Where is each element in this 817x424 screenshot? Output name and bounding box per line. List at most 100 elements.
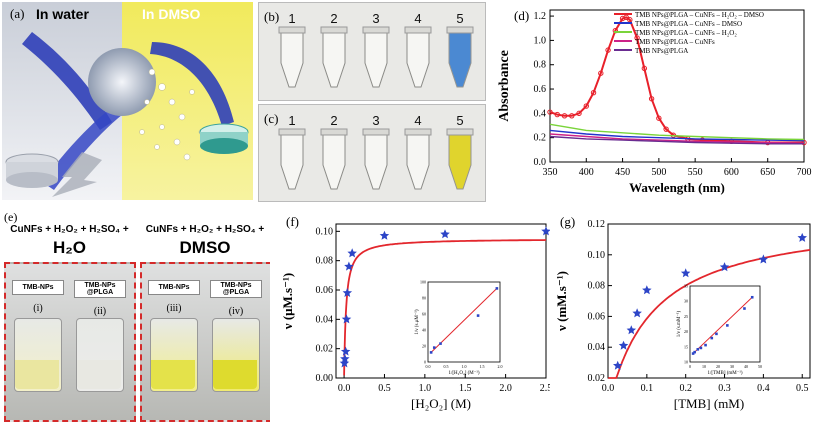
x-tick-label: 600 bbox=[724, 167, 739, 178]
panel-c-photo: 1 2 3 4 5 (c) bbox=[258, 104, 486, 202]
inset-point bbox=[726, 324, 729, 327]
dmso-header: CuNFs + H₂O₂ + H₂SO₄ + bbox=[145, 224, 265, 235]
inset-y-tick-label: 20 bbox=[422, 344, 426, 349]
inset-x-tick-label: 30 bbox=[730, 364, 734, 369]
inset-x-tick-label: 0.5 bbox=[444, 364, 449, 369]
x-tick-label: 550 bbox=[688, 167, 703, 178]
tube-number: 1 bbox=[288, 11, 295, 26]
tube-cap bbox=[362, 26, 390, 34]
data-point bbox=[605, 47, 611, 53]
y-tick-label: 0.10 bbox=[316, 226, 334, 237]
legend-entry: TMB NPs@PLGA – CuNFs – H₂O₂ – DMSO bbox=[635, 11, 764, 19]
y-tick-label: 1.0 bbox=[534, 35, 547, 46]
released-particles bbox=[139, 68, 206, 161]
inset-frame bbox=[427, 281, 501, 363]
michaelis-tmb-chart: 0.0 0.1 0.2 0.3 0.4 0.5 0.02 0.04 0.06 0.08 0.10 0.… bbox=[554, 214, 811, 411]
vial-tag: TMB-NPs bbox=[148, 280, 200, 295]
y-axis-label: ν (μM.s⁻¹) bbox=[280, 273, 295, 330]
data-point-star bbox=[632, 308, 642, 318]
arrow-down bbox=[52, 152, 102, 197]
tubes-b: 1 2 3 4 5 bbox=[278, 11, 474, 88]
data-point-star bbox=[719, 262, 730, 272]
data-point bbox=[663, 126, 669, 132]
water-disk-base bbox=[6, 172, 58, 188]
panel-b-label: (b) bbox=[264, 9, 279, 24]
panel-c-label: (c) bbox=[264, 111, 278, 126]
inset-point bbox=[743, 307, 746, 310]
vial-tag-line1: TMB-NPs bbox=[84, 282, 116, 289]
data-point-star bbox=[379, 230, 390, 240]
inset-fit-line bbox=[430, 288, 498, 353]
inset-y-tick-label: 15 bbox=[684, 344, 688, 349]
y-tick-label: 0.12 bbox=[588, 219, 606, 230]
vial-i: TMB-NPs (i) bbox=[12, 280, 64, 392]
tube bbox=[322, 132, 346, 190]
x-tick-label: 1.0 bbox=[419, 383, 432, 394]
data-point-star bbox=[344, 261, 354, 271]
vial-liquid bbox=[77, 360, 121, 389]
panel-label: (f) bbox=[286, 214, 299, 229]
panel-e-photo: (e) CuNFs + H₂O₂ + H₂SO₄ + H₂O CuNFs + H… bbox=[2, 210, 270, 422]
tube-cap bbox=[404, 128, 432, 136]
data-point-star bbox=[680, 268, 691, 278]
inset-x-tick-label: 0 bbox=[689, 364, 691, 369]
data-point bbox=[547, 109, 553, 115]
y-tick-label: 0.00 bbox=[316, 373, 334, 384]
tube-number: 3 bbox=[372, 11, 379, 26]
inset-y-tick-label: 30 bbox=[684, 299, 688, 304]
vial-liquid bbox=[151, 360, 195, 389]
panel-label: (g) bbox=[560, 214, 575, 229]
tube bbox=[322, 30, 346, 88]
vial-liquid bbox=[15, 360, 59, 389]
series-line bbox=[549, 135, 804, 145]
data-point-star bbox=[618, 340, 629, 350]
vial-tag-line1: TMB-NPs bbox=[220, 282, 252, 289]
data-point-star bbox=[626, 325, 637, 335]
data-point bbox=[623, 14, 629, 20]
data-point-star bbox=[340, 353, 350, 363]
panel-f-chart: 0.0 0.5 1.0 1.5 2.0 2.5 0.00 0.02 0.04 0.06 0.08 0.… bbox=[278, 210, 550, 422]
panel-b-svg: 1 2 3 4 5 (b) bbox=[264, 9, 474, 88]
water-header: CuNFs + H₂O₂ + H₂SO₄ + bbox=[10, 224, 129, 235]
inset-x-tick-label: 10 bbox=[702, 364, 706, 369]
x-tick-label: 0.3 bbox=[718, 383, 731, 394]
panel-d-label: (d) bbox=[514, 8, 529, 23]
ribbon-right bbox=[150, 42, 234, 126]
tubes-c: 1 2 3 4 5 bbox=[278, 113, 474, 190]
fit-curve bbox=[343, 239, 547, 376]
tube bbox=[280, 132, 304, 190]
vial-tag-line2: @PLGA bbox=[86, 289, 114, 296]
y-tick-label: 0.02 bbox=[316, 344, 334, 355]
x-tick-label: 0.4 bbox=[757, 383, 770, 394]
vial-roman: (i) bbox=[33, 303, 43, 314]
dmso-disk-base bbox=[200, 138, 248, 154]
data-point bbox=[576, 110, 582, 117]
inset-y-tick-label: 10 bbox=[684, 360, 688, 365]
data-point bbox=[554, 111, 560, 118]
inset-y-tick-label: 35 bbox=[684, 284, 688, 289]
data-point bbox=[561, 113, 568, 119]
y-tick-label: 0.02 bbox=[588, 373, 606, 384]
dmso-title: In DMSO bbox=[142, 6, 200, 22]
legend-entry: TMB NPs@PLGA – CuNFs – H₂O₂ bbox=[635, 29, 737, 37]
tube-cap bbox=[446, 26, 474, 34]
vial-liquid bbox=[213, 360, 257, 389]
vial-tag-line1: TMB-NPs bbox=[158, 284, 190, 291]
inset-y-tick-label: 40 bbox=[422, 328, 426, 333]
data-point-star bbox=[341, 314, 352, 324]
michaelis-h2o2-chart: 0.0 0.5 1.0 1.5 2.0 2.50.000.020.040.060.080.… bbox=[280, 214, 550, 411]
dmso-solvent: DMSO bbox=[179, 238, 231, 257]
plot-frame bbox=[607, 223, 811, 379]
tube-number: 5 bbox=[456, 11, 463, 26]
tube-number: 1 bbox=[288, 113, 295, 128]
data-point-star bbox=[642, 285, 652, 295]
panel-b-photo: 1 2 3 4 5 (b) bbox=[258, 2, 486, 101]
inset-point bbox=[693, 350, 696, 354]
vial-tag: TMB-NPs @PLGA bbox=[74, 280, 126, 298]
data-point bbox=[627, 17, 633, 23]
panel-a-svg: (a) In water In DMSO bbox=[2, 2, 253, 200]
inset-x-tick-label: 20 bbox=[716, 364, 720, 369]
tube bbox=[364, 30, 388, 88]
y-tick-label: 1.2 bbox=[534, 11, 547, 22]
tube-cap bbox=[278, 26, 306, 34]
